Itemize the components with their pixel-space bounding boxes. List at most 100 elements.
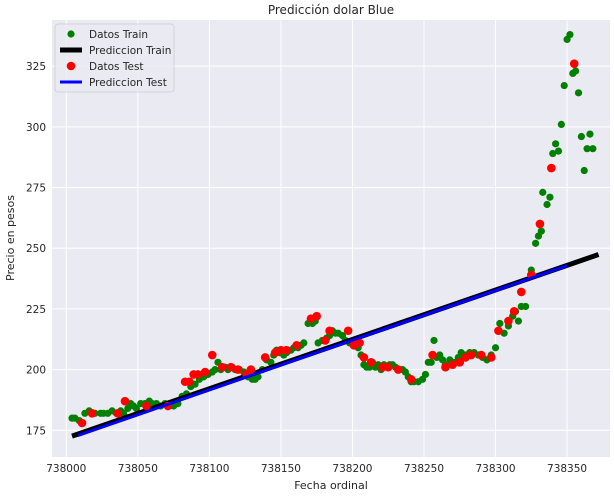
- y-tick-label: 275: [26, 183, 46, 195]
- data-point: [521, 302, 530, 311]
- x-tick-label: 738000: [46, 463, 86, 475]
- data-point: [466, 350, 476, 360]
- x-tick-label: 738300: [475, 463, 515, 475]
- data-point: [566, 30, 574, 39]
- data-point: [514, 317, 523, 325]
- data-point: [476, 350, 486, 360]
- tick-labels: 738000 738050 738100 738150 738200 738250 7383…: [26, 61, 587, 475]
- data-point: [260, 353, 270, 362]
- data-point: [355, 338, 364, 348]
- x-tick-label: 738200: [332, 463, 372, 475]
- data-point: [383, 362, 393, 372]
- legend-item: Datos Test: [66, 61, 144, 73]
- x-tick-label: 738250: [404, 463, 444, 475]
- data-point: [366, 358, 376, 367]
- series-datos-test: [77, 59, 579, 428]
- data-point: [557, 120, 565, 128]
- legend-marker: [67, 30, 75, 38]
- data-point: [577, 132, 585, 141]
- legend-box: [54, 23, 175, 93]
- data-point: [583, 145, 591, 153]
- data-point: [325, 326, 334, 336]
- legend-item: Prediccion Test: [60, 77, 167, 89]
- data-point: [586, 130, 594, 138]
- data-point: [572, 67, 580, 75]
- data-point: [282, 345, 291, 355]
- legend-label: Datos Test: [89, 61, 144, 73]
- x-axis-label: Fecha ordinal: [294, 479, 368, 492]
- data-point: [455, 358, 465, 367]
- data-point: [537, 227, 545, 235]
- data-point: [233, 365, 243, 374]
- x-tick-label: 738100: [189, 463, 229, 475]
- data-point: [343, 326, 353, 336]
- data-point: [200, 367, 210, 377]
- data-point: [494, 326, 503, 336]
- y-tick-label: 175: [26, 425, 46, 437]
- y-tick-label: 300: [26, 122, 46, 134]
- data-point: [142, 401, 151, 411]
- legend-item: Prediccion Train: [60, 45, 171, 57]
- data-point: [267, 358, 275, 366]
- data-point: [207, 350, 217, 360]
- data-point: [448, 360, 457, 370]
- data-point: [552, 140, 560, 148]
- data-point: [589, 145, 597, 153]
- data-point: [430, 336, 438, 345]
- data-point: [560, 81, 568, 90]
- data-point: [359, 353, 369, 362]
- data-point: [77, 418, 87, 428]
- series-prediccion-test: [77, 264, 568, 438]
- data-point: [292, 341, 301, 350]
- data-point: [312, 311, 321, 321]
- data-point: [516, 287, 526, 297]
- legend-label: Prediccion Train: [89, 45, 171, 57]
- x-tick-label: 738050: [118, 463, 158, 475]
- data-point: [546, 193, 554, 201]
- data-point: [226, 362, 236, 372]
- data-point: [300, 339, 308, 347]
- data-point: [246, 365, 256, 374]
- legend: Datos Train Prediccion Train Datos Test Pre…: [54, 23, 175, 93]
- data-point: [217, 362, 227, 372]
- y-tick-label: 200: [26, 365, 46, 377]
- series-line: [77, 264, 568, 438]
- data-point: [421, 370, 430, 379]
- data-point: [486, 353, 496, 362]
- x-tick-label: 738150: [261, 463, 301, 475]
- data-point: [549, 149, 557, 158]
- data-point: [113, 409, 123, 418]
- data-point: [193, 370, 203, 379]
- data-point: [87, 409, 97, 418]
- legend-label: Prediccion Test: [89, 77, 167, 89]
- data-point: [554, 147, 563, 155]
- data-point: [547, 163, 556, 173]
- legend-marker: [66, 61, 76, 71]
- data-point: [428, 350, 437, 360]
- data-point: [393, 365, 403, 374]
- data-point: [535, 219, 545, 229]
- data-point: [320, 336, 330, 345]
- data-point: [504, 316, 513, 326]
- data-point: [496, 319, 504, 328]
- data-point: [574, 89, 583, 97]
- data-point: [491, 344, 500, 352]
- data-point: [120, 396, 130, 406]
- y-tick-label: 325: [26, 61, 46, 73]
- data-point: [185, 377, 194, 387]
- data-point: [539, 188, 547, 196]
- chart-title: Predicción dolar Blue: [268, 3, 394, 17]
- data-point: [543, 200, 551, 209]
- data-point: [132, 404, 141, 413]
- data-point: [211, 366, 219, 374]
- data-point: [427, 358, 435, 366]
- legend-label: Datos Train: [89, 29, 148, 41]
- legend-item: Datos Train: [67, 29, 148, 41]
- plot-background: [52, 20, 610, 457]
- data-point: [509, 307, 519, 316]
- x-tick-label: 738350: [547, 463, 587, 475]
- y-tick-label: 225: [26, 304, 46, 316]
- series-layer: [68, 30, 600, 439]
- data-point: [441, 362, 450, 372]
